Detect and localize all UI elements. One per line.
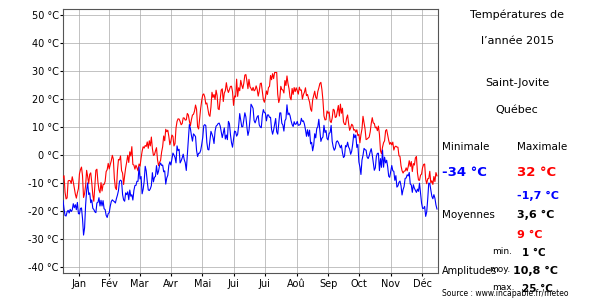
Text: Saint-Jovite: Saint-Jovite — [485, 78, 550, 88]
Text: moy.: moy. — [489, 266, 510, 274]
Text: Québec: Québec — [496, 105, 539, 115]
Text: 32 °C: 32 °C — [517, 167, 556, 179]
Text: -1,7 °C: -1,7 °C — [517, 190, 559, 201]
Text: Températures de: Températures de — [470, 9, 564, 20]
Text: Moyennes: Moyennes — [442, 210, 495, 220]
Text: Amplitudes: Amplitudes — [442, 266, 497, 275]
Text: Maximale: Maximale — [517, 142, 568, 152]
Text: Minimale: Minimale — [442, 142, 490, 152]
Text: max.: max. — [492, 284, 515, 292]
Text: l’année 2015: l’année 2015 — [481, 36, 554, 46]
Text: 25 °C: 25 °C — [522, 284, 553, 293]
Text: 9 °C: 9 °C — [517, 230, 543, 239]
Text: 10,8 °C: 10,8 °C — [513, 266, 558, 276]
Text: 3,6 °C: 3,6 °C — [517, 210, 554, 220]
Text: -34 °C: -34 °C — [442, 167, 487, 179]
Text: 1 °C: 1 °C — [522, 248, 545, 257]
Text: Source : www.incapable.fr/meteo: Source : www.incapable.fr/meteo — [442, 290, 569, 298]
Text: min.: min. — [492, 248, 512, 256]
